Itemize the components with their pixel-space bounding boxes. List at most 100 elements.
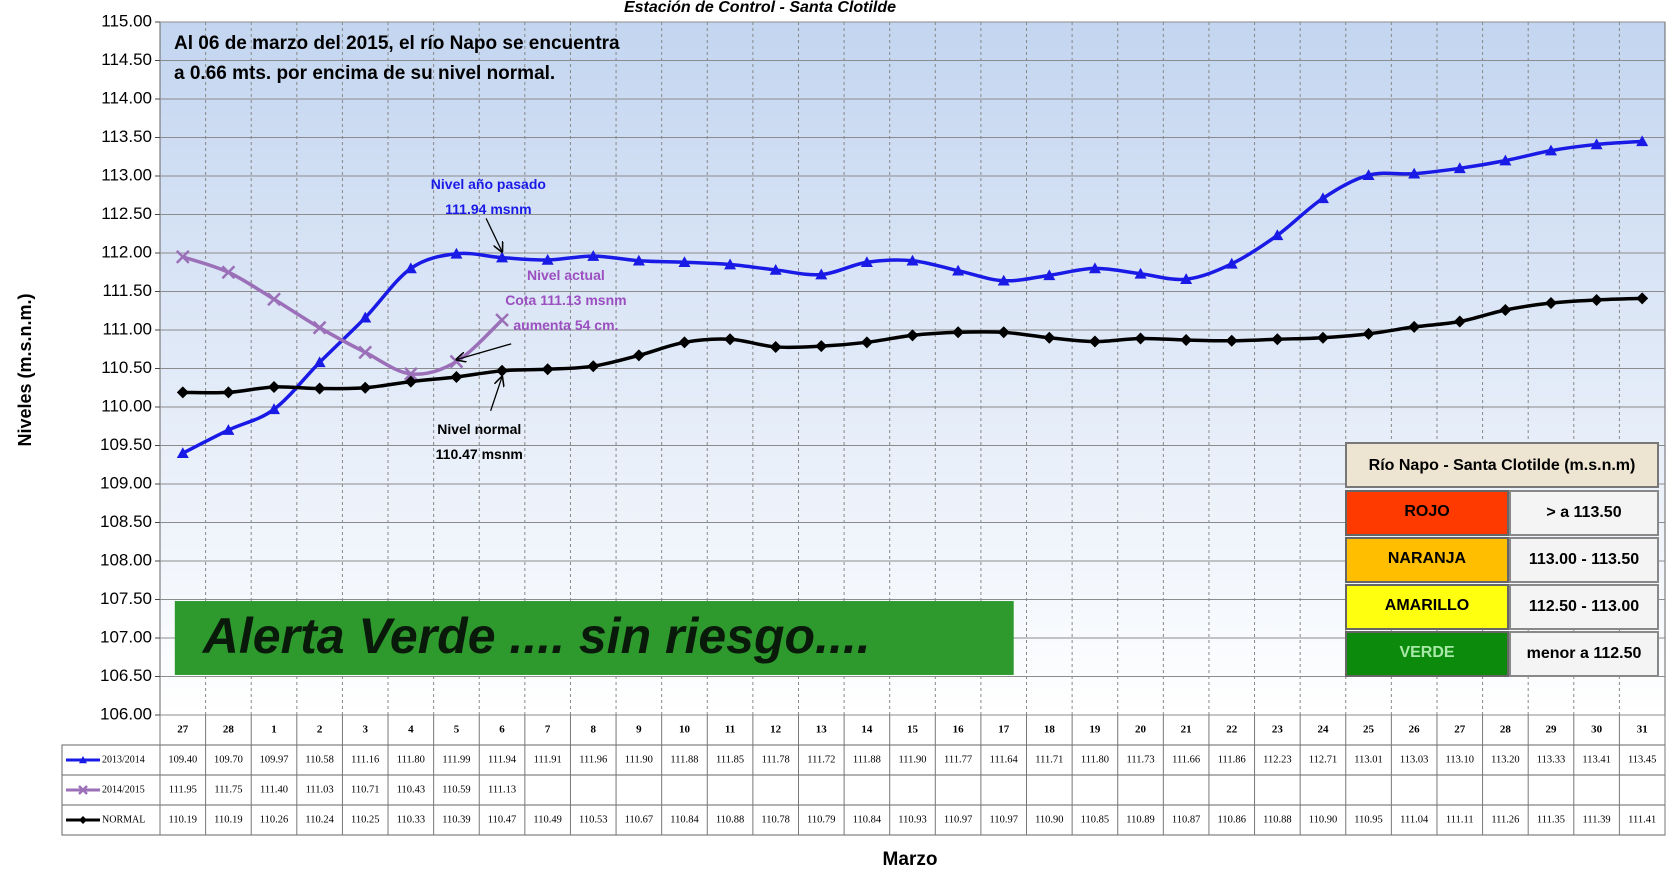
point (450, 247, 463, 259)
table-value: 110.43 (397, 784, 426, 795)
point (587, 250, 600, 261)
table-value: 111.72 (807, 754, 835, 765)
table-value: 111.40 (260, 784, 288, 795)
point (1408, 167, 1421, 179)
headline: Al 06 de marzo del 2015, el río Napo se … (174, 33, 620, 54)
point (769, 263, 782, 275)
point (860, 256, 873, 268)
point (724, 258, 737, 270)
x-tick-label: 10 (679, 724, 691, 736)
chart-title: Estación de Control - Santa Clotilde (624, 0, 896, 16)
x-tick-label: 29 (1545, 724, 1557, 736)
table-value: 111.94 (488, 754, 517, 765)
y-tick-label: 114.50 (101, 50, 152, 69)
headline: a 0.66 mts. por encima de su nivel norma… (174, 63, 555, 84)
y-axis-label: Niveles (m.s.n.m.) (15, 293, 35, 446)
table-value: 111.71 (1035, 754, 1063, 765)
x-tick-label: 8 (591, 724, 597, 736)
point (1316, 192, 1329, 204)
annotation: Cota 111.13 msnm (505, 292, 626, 308)
alert-level-label: NARANJA (1388, 550, 1467, 567)
x-tick-label: 24 (1317, 724, 1329, 736)
alert-level-cell (1345, 537, 1509, 583)
point (1225, 334, 1238, 347)
point (1590, 138, 1603, 150)
x-tick-label: 12 (770, 724, 782, 736)
y-tick-label: 115.00 (101, 11, 152, 30)
point (176, 447, 189, 458)
table-value: 110.87 (1172, 814, 1201, 825)
x-tick-label: 7 (545, 724, 551, 736)
point (1088, 335, 1101, 348)
point (221, 265, 236, 280)
table-value: 113.41 (1582, 754, 1611, 765)
x-tick-label: 4 (408, 724, 414, 736)
y-tick-label: 109.00 (100, 473, 152, 492)
alert-range-label: 113.00 - 113.50 (1529, 551, 1639, 568)
point (313, 382, 326, 395)
table-value: 111.95 (169, 784, 197, 795)
point (1544, 297, 1557, 310)
alert-range-label: > a 113.50 (1546, 504, 1621, 521)
point (724, 333, 737, 346)
x-tick-label: 31 (1637, 724, 1648, 736)
annotation-arrow (490, 377, 502, 412)
x-tick-label: 3 (362, 724, 368, 736)
alert-level-label: ROJO (1404, 503, 1449, 520)
alert-banner (174, 601, 1014, 675)
annotation-arrow (456, 343, 512, 360)
y-tick-label: 112.00 (101, 242, 152, 261)
point (1362, 169, 1375, 181)
point (1043, 269, 1056, 281)
x-tick-label: 6 (499, 724, 505, 736)
point (1225, 257, 1238, 269)
point (1316, 331, 1329, 344)
y-tick-label: 110.50 (101, 358, 152, 377)
table-value: 113.01 (1354, 754, 1383, 765)
point (952, 264, 965, 276)
table-value: 110.89 (1126, 814, 1155, 825)
annotation: Nivel año pasado (431, 176, 546, 192)
table-value: 110.19 (169, 814, 198, 825)
alert-banner-text: Alerta Verde .... sin riesgo.... (201, 608, 871, 664)
table-value: 109.97 (260, 754, 289, 765)
alert-table-title: Río Napo - Santa Clotilde (m.s.n.m) (1369, 457, 1636, 474)
point (1408, 320, 1421, 333)
legend-label: 2013/2014 (102, 754, 145, 765)
x-tick-label: 20 (1135, 724, 1147, 736)
point (815, 268, 828, 280)
point (404, 375, 417, 388)
point (678, 256, 691, 268)
table-value: 110.88 (716, 814, 745, 825)
x-tick-label: 22 (1226, 724, 1238, 736)
table-value: 109.40 (168, 754, 197, 765)
legend-label: NORMAL (102, 814, 145, 825)
legend-label: 2014/2015 (102, 784, 145, 795)
table-value: 111.85 (716, 754, 744, 765)
table-value: 110.85 (1081, 814, 1110, 825)
table-value: 111.99 (442, 754, 470, 765)
annotation: Nivel normal (437, 421, 521, 437)
point (815, 340, 828, 353)
table-value: 111.86 (1218, 754, 1246, 765)
table-value: 110.71 (351, 784, 380, 795)
point (1271, 333, 1284, 346)
annotation-arrow (485, 218, 502, 251)
point (1271, 229, 1284, 241)
point (1134, 332, 1147, 345)
point (1636, 135, 1649, 147)
x-tick-label: 5 (454, 724, 460, 736)
alert-level-cell (1345, 584, 1509, 630)
x-tick-label: 28 (223, 724, 235, 736)
y-tick-label: 109.50 (100, 435, 152, 454)
table-value: 110.84 (670, 814, 699, 825)
y-tick-label: 110.00 (101, 396, 152, 415)
point (678, 336, 691, 349)
point (1088, 262, 1101, 274)
y-tick-label: 113.00 (101, 165, 152, 184)
x-tick-label: 14 (861, 724, 873, 736)
table-value: 111.64 (990, 754, 1019, 765)
point (587, 360, 600, 373)
table-value: 111.11 (1446, 814, 1474, 825)
table-value: 110.39 (442, 814, 471, 825)
